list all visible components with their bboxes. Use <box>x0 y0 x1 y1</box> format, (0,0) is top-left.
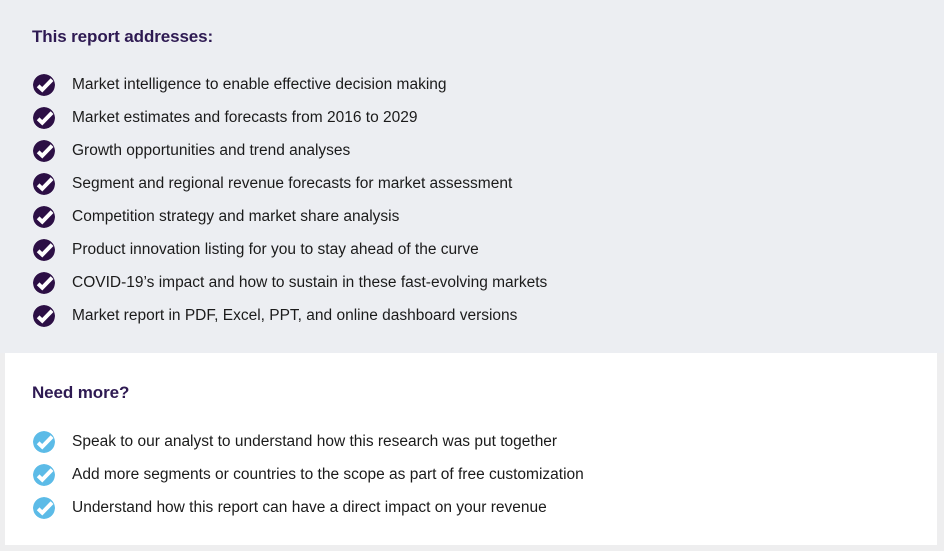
need-more-list: Speak to our analyst to understand how t… <box>33 431 584 519</box>
list-item-text: Segment and regional revenue forecasts f… <box>72 175 513 192</box>
list-item-text: COVID-19’s impact and how to sustain in … <box>72 274 548 291</box>
check-circle-icon <box>33 206 55 228</box>
report-addresses-heading: This report addresses: <box>32 27 214 46</box>
list-item: Market intelligence to enable effective … <box>33 74 547 96</box>
need-more-heading: Need more? <box>32 383 130 402</box>
list-item-text: Market intelligence to enable effective … <box>72 76 447 93</box>
check-circle-icon <box>33 140 55 162</box>
need-more-section: Need more? Speak to our analyst to under… <box>5 353 937 545</box>
list-item-text: Add more segments or countries to the sc… <box>72 466 584 483</box>
report-addresses-section: This report addresses: Market intelligen… <box>32 27 548 327</box>
list-item: Add more segments or countries to the sc… <box>33 464 584 486</box>
list-item: Market estimates and forecasts from 2016… <box>33 107 547 129</box>
check-circle-icon <box>33 173 55 195</box>
list-item: Segment and regional revenue forecasts f… <box>33 173 547 195</box>
check-circle-icon <box>33 464 55 486</box>
list-item: COVID-19’s impact and how to sustain in … <box>33 272 547 294</box>
check-circle-icon <box>33 107 55 129</box>
check-circle-icon <box>33 74 55 96</box>
report-addresses-list: Market intelligence to enable effective … <box>33 74 547 327</box>
check-circle-icon <box>33 305 55 327</box>
list-item-text: Market report in PDF, Excel, PPT, and on… <box>72 307 518 324</box>
list-item-text: Market estimates and forecasts from 2016… <box>72 109 418 126</box>
check-circle-icon <box>33 239 55 261</box>
list-item-text: Product innovation listing for you to st… <box>72 241 479 258</box>
list-item: Growth opportunities and trend analyses <box>33 140 547 162</box>
check-circle-icon <box>33 497 55 519</box>
list-item: Market report in PDF, Excel, PPT, and on… <box>33 305 547 327</box>
check-circle-icon <box>33 431 55 453</box>
list-item: Speak to our analyst to understand how t… <box>33 431 584 453</box>
check-circle-icon <box>33 272 55 294</box>
list-item-text: Speak to our analyst to understand how t… <box>72 433 558 450</box>
list-item-text: Growth opportunities and trend analyses <box>72 142 351 159</box>
list-item-text: Understand how this report can have a di… <box>72 499 547 516</box>
list-item: Competition strategy and market share an… <box>33 206 547 228</box>
list-item: Product innovation listing for you to st… <box>33 239 547 261</box>
list-item-text: Competition strategy and market share an… <box>72 208 400 225</box>
list-item: Understand how this report can have a di… <box>33 497 584 519</box>
